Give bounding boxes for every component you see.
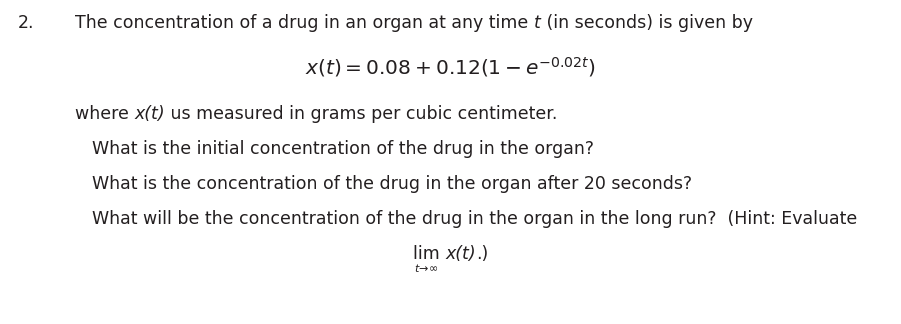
Text: where: where [75, 105, 134, 123]
Text: $x(t) = 0.08 + 0.12(1 - e^{-0.02t})$: $x(t) = 0.08 + 0.12(1 - e^{-0.02t})$ [305, 55, 596, 79]
Text: t: t [533, 14, 541, 32]
Text: What will be the concentration of the drug in the organ in the long run?  (Hint:: What will be the concentration of the dr… [92, 210, 857, 228]
Text: What is the initial concentration of the drug in the organ?: What is the initial concentration of the… [92, 140, 594, 158]
Text: lim: lim [413, 245, 445, 263]
Text: .): .) [476, 245, 488, 263]
Text: us measured in grams per cubic centimeter.: us measured in grams per cubic centimete… [165, 105, 558, 123]
Text: 2.: 2. [18, 14, 34, 32]
Text: $t\!\rightarrow\!\infty$: $t\!\rightarrow\!\infty$ [414, 262, 439, 274]
Text: The concentration of a drug in an organ at any time: The concentration of a drug in an organ … [75, 14, 533, 32]
Text: (in seconds) is given by: (in seconds) is given by [541, 14, 752, 32]
Text: x(t): x(t) [134, 105, 165, 123]
Text: What is the concentration of the drug in the organ after 20 seconds?: What is the concentration of the drug in… [92, 175, 692, 193]
Text: x(t): x(t) [445, 245, 476, 263]
